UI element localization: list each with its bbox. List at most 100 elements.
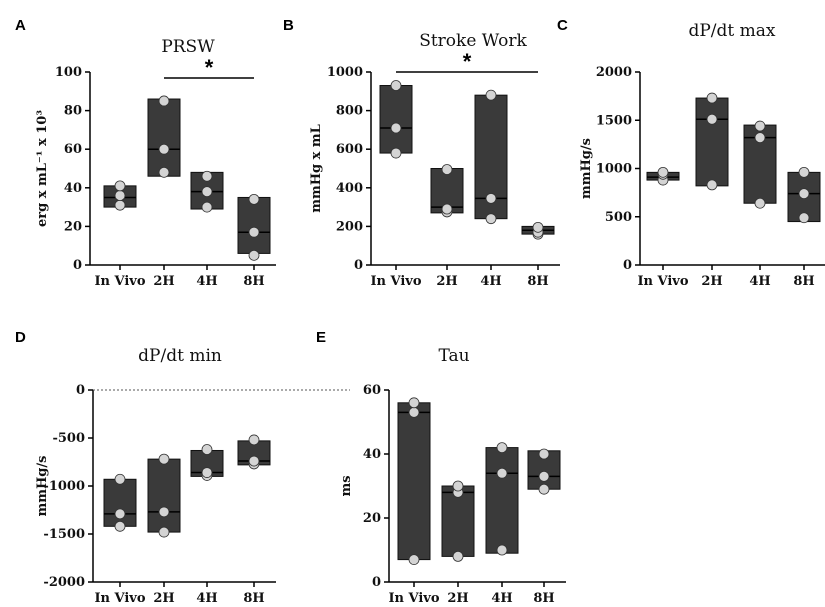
x-tick-label: In Vivo [637, 274, 688, 289]
y-tick-label: 0 [76, 383, 85, 398]
y-tick-label: 0 [354, 258, 363, 273]
data-point [158, 95, 170, 107]
box [485, 447, 519, 554]
y-tick-label: 100 [55, 65, 82, 80]
data-point [754, 120, 766, 132]
y-axis-label: ms [339, 475, 354, 496]
y-tick-label: -1000 [43, 479, 85, 494]
data-point [201, 467, 213, 478]
y-tick-label: 1000 [596, 162, 632, 177]
data-point [706, 113, 718, 125]
panel-letter: C [557, 17, 568, 34]
data-point [538, 448, 550, 460]
panel-letter: A [15, 17, 26, 34]
panel-b: B Stroke Work mmHg x mL 0 200 400 600 800 1000 In… [283, 17, 560, 289]
significance-star: * [463, 49, 472, 74]
data-point [114, 180, 126, 192]
y-tick-label: 1500 [596, 113, 632, 128]
x-tick-label: 8H [243, 591, 264, 606]
chart-title: dP/dt min [138, 346, 222, 366]
data-point [496, 442, 508, 454]
x-tick-label: 2H [153, 274, 174, 289]
data-point [114, 190, 126, 201]
x-tick-label: 2H [701, 274, 722, 289]
y-tick-label: 40 [363, 447, 381, 462]
data-point [201, 201, 213, 213]
panel-d: DdP/dt min mmHg/s -2000 -1500 -1000 -500 0 In V… [15, 329, 350, 606]
chart-title: PRSW [161, 37, 215, 57]
data-point [496, 467, 508, 479]
x-tick-label: 2H [153, 591, 174, 606]
data-point [408, 554, 420, 565]
x-tick-label: 8H [243, 274, 264, 289]
data-point [201, 186, 213, 198]
y-tick-label: 2000 [596, 65, 632, 80]
data-point [538, 470, 550, 482]
data-point [390, 80, 402, 91]
data-point [248, 455, 260, 467]
significance-star: * [205, 55, 214, 80]
data-point [158, 506, 170, 518]
y-tick-label: 200 [336, 219, 363, 234]
x-tick-label: In Vivo [94, 591, 145, 606]
box [147, 458, 181, 533]
data-point [158, 526, 170, 538]
data-point [114, 520, 126, 532]
data-point [657, 166, 669, 178]
y-tick-label: 0 [623, 258, 632, 273]
y-tick-label: 1000 [327, 65, 363, 80]
x-tick-label: 8H [533, 591, 554, 606]
data-point [452, 480, 464, 492]
x-tick-label: 8H [793, 274, 814, 289]
y-tick-label: 600 [336, 142, 363, 157]
data-point [248, 226, 260, 238]
data-point [248, 249, 260, 261]
data-point [485, 213, 497, 225]
data-point [201, 170, 213, 182]
chart-title: Tau [438, 346, 469, 366]
data-point [114, 508, 126, 520]
data-point [754, 132, 766, 144]
data-point [114, 199, 126, 211]
data-point [706, 179, 718, 191]
data-point [452, 551, 464, 562]
x-tick-label: 4H [491, 591, 512, 606]
chart-title: dP/dt max [688, 21, 775, 41]
data-point [798, 212, 810, 224]
y-tick-label: 500 [605, 210, 632, 225]
box [695, 97, 729, 187]
panel-letter: D [15, 329, 26, 346]
box [103, 478, 137, 527]
y-axis-label: mmHg x mL [309, 124, 324, 213]
y-tick-label: 20 [64, 219, 82, 234]
y-tick-label: 800 [336, 104, 363, 119]
x-tick-label: 4H [749, 274, 770, 289]
y-axis-label: mmHg/s [579, 138, 594, 199]
panel-letter: B [283, 17, 294, 34]
y-tick-label: 60 [64, 142, 82, 157]
panel-letter: E [316, 329, 326, 346]
data-point [408, 397, 420, 409]
data-point [114, 473, 126, 485]
y-tick-label: 40 [64, 181, 82, 196]
data-point [485, 89, 497, 101]
x-tick-label: 4H [480, 274, 501, 289]
y-tick-label: 60 [363, 383, 381, 398]
data-point [158, 166, 170, 178]
data-point [706, 92, 718, 104]
y-tick-label: 80 [64, 104, 82, 119]
x-tick-label: 4H [196, 274, 217, 289]
data-point [754, 197, 766, 209]
y-tick-label: -1500 [43, 527, 85, 542]
data-point [390, 147, 402, 159]
x-tick-label: 2H [436, 274, 457, 289]
panel-e: E Tau ms 0 20 40 60 In Vivo 2H 4H 8H [316, 329, 566, 606]
data-point [201, 444, 213, 455]
x-tick-label: 8H [527, 274, 548, 289]
y-tick-label: 0 [73, 258, 82, 273]
x-tick-label: In Vivo [370, 274, 421, 289]
data-point [496, 544, 508, 556]
data-point [538, 483, 550, 495]
